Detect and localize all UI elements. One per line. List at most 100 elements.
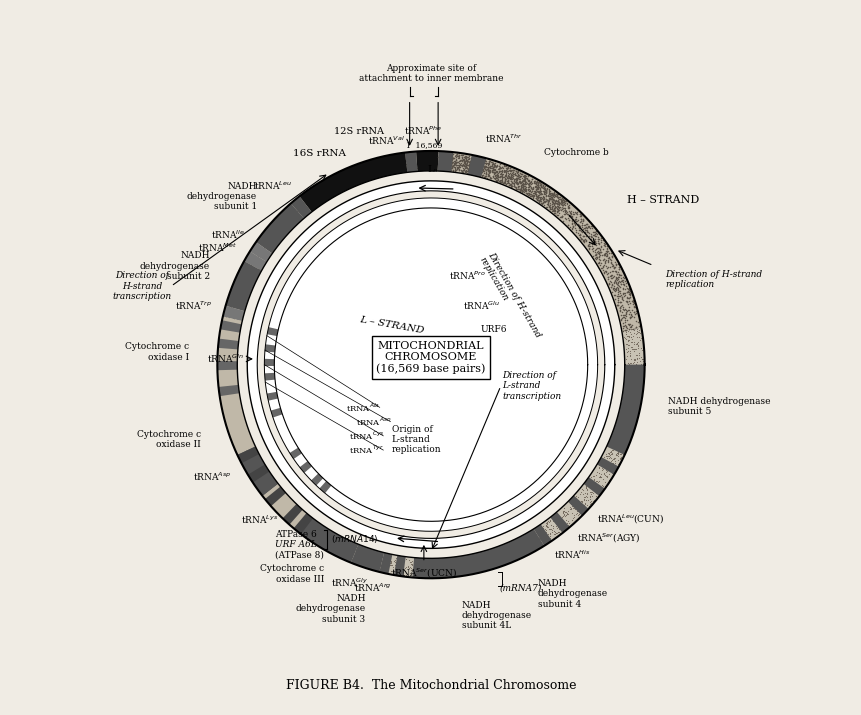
Point <box>617 312 631 323</box>
Point <box>616 278 630 290</box>
Point <box>608 283 622 295</box>
Point <box>566 206 579 217</box>
Point <box>474 154 488 165</box>
Point <box>420 163 434 174</box>
Point <box>220 347 234 358</box>
Point <box>568 501 582 513</box>
Point <box>433 148 447 159</box>
Point <box>438 562 452 573</box>
Point <box>561 204 574 216</box>
Point <box>630 318 644 330</box>
Point <box>561 218 575 230</box>
Point <box>365 169 379 180</box>
Point <box>601 270 615 281</box>
Point <box>567 222 580 234</box>
Point <box>468 159 482 171</box>
Point <box>569 220 583 232</box>
Point <box>610 290 624 301</box>
Point <box>307 201 321 212</box>
Point <box>474 159 488 171</box>
Point <box>327 189 341 201</box>
Point <box>613 268 627 280</box>
Point <box>237 281 251 292</box>
Point <box>630 318 644 330</box>
Text: Direction of
H-strand
transcription: Direction of H-strand transcription <box>113 272 172 301</box>
Point <box>577 492 591 503</box>
Point <box>534 192 548 204</box>
Point <box>517 531 531 542</box>
Point <box>350 164 364 176</box>
Point <box>613 290 627 302</box>
Point <box>625 305 639 316</box>
Point <box>592 255 605 266</box>
Point <box>480 159 494 170</box>
Point <box>598 240 611 251</box>
Point <box>307 524 320 536</box>
Point <box>536 193 550 204</box>
Point <box>624 302 638 313</box>
Point <box>310 533 324 544</box>
Point <box>446 157 460 169</box>
Point <box>525 183 539 194</box>
Point <box>618 277 632 289</box>
Point <box>480 169 494 181</box>
Point <box>318 537 331 548</box>
Point <box>583 230 597 241</box>
Point <box>598 239 611 250</box>
Point <box>229 289 243 300</box>
Point <box>610 265 624 276</box>
Point <box>600 252 614 263</box>
Point <box>554 197 567 208</box>
Point <box>617 429 631 440</box>
Point <box>575 213 589 225</box>
Point <box>426 568 440 580</box>
Point <box>239 462 253 473</box>
Point <box>621 304 635 315</box>
Point <box>595 234 609 245</box>
Point <box>228 370 242 381</box>
Point <box>460 156 474 167</box>
Point <box>527 182 541 193</box>
Point <box>614 289 628 300</box>
Point <box>628 409 641 420</box>
Point <box>456 159 470 171</box>
Point <box>287 207 300 218</box>
Point <box>243 433 257 444</box>
Point <box>497 165 511 177</box>
Point <box>413 571 427 582</box>
Point <box>620 306 634 317</box>
Point <box>599 250 613 262</box>
Point <box>558 196 572 207</box>
Point <box>573 222 586 234</box>
Point <box>488 546 502 558</box>
Point <box>496 165 510 177</box>
Point <box>624 317 638 328</box>
Point <box>482 561 496 573</box>
Point <box>628 395 641 407</box>
Point <box>514 550 528 561</box>
Point <box>570 494 584 506</box>
Point <box>579 476 593 488</box>
Point <box>431 149 445 161</box>
Point <box>570 214 584 226</box>
Point <box>232 285 245 296</box>
Point <box>520 187 534 199</box>
Point <box>558 197 572 209</box>
Point <box>257 230 271 242</box>
Point <box>507 168 521 179</box>
Point <box>536 520 549 531</box>
Point <box>226 400 240 412</box>
Point <box>251 263 264 275</box>
Point <box>631 398 645 409</box>
Point <box>515 181 529 192</box>
Point <box>332 531 346 543</box>
Point <box>603 265 616 277</box>
Point <box>496 177 510 189</box>
Point <box>624 317 638 328</box>
Point <box>614 413 628 425</box>
Point <box>429 163 443 174</box>
Point <box>620 428 634 440</box>
Point <box>580 220 594 232</box>
Point <box>427 554 441 566</box>
Point <box>585 227 599 238</box>
